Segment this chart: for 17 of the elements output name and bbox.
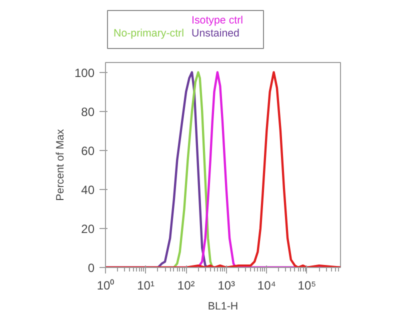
- text: No-primary-ctrl: [114, 28, 184, 40]
- text: Isotype ctrl: [192, 14, 244, 26]
- x-tick-label: 10²: [177, 278, 195, 292]
- x-tick-label: 10⁴: [257, 278, 276, 292]
- y-tick-label: 40: [81, 182, 95, 197]
- x-tick-label: 10⁰: [96, 278, 114, 292]
- y-tick-label: 60: [81, 144, 95, 158]
- text: Unstained: [192, 28, 240, 40]
- x-tick-label: 10³: [218, 278, 236, 292]
- x-tick-label: 10⁵: [298, 278, 316, 292]
- y-tick-label: 20: [81, 222, 95, 236]
- x-axis-title: BL1-H: [208, 300, 238, 312]
- y-tick-label: 80: [81, 104, 95, 119]
- y-tick-label: 0: [88, 261, 95, 275]
- y-tick-label: 100: [74, 66, 95, 80]
- y-axis-title: Percent of Max: [54, 128, 66, 201]
- x-tick-label: 10¹: [137, 278, 154, 292]
